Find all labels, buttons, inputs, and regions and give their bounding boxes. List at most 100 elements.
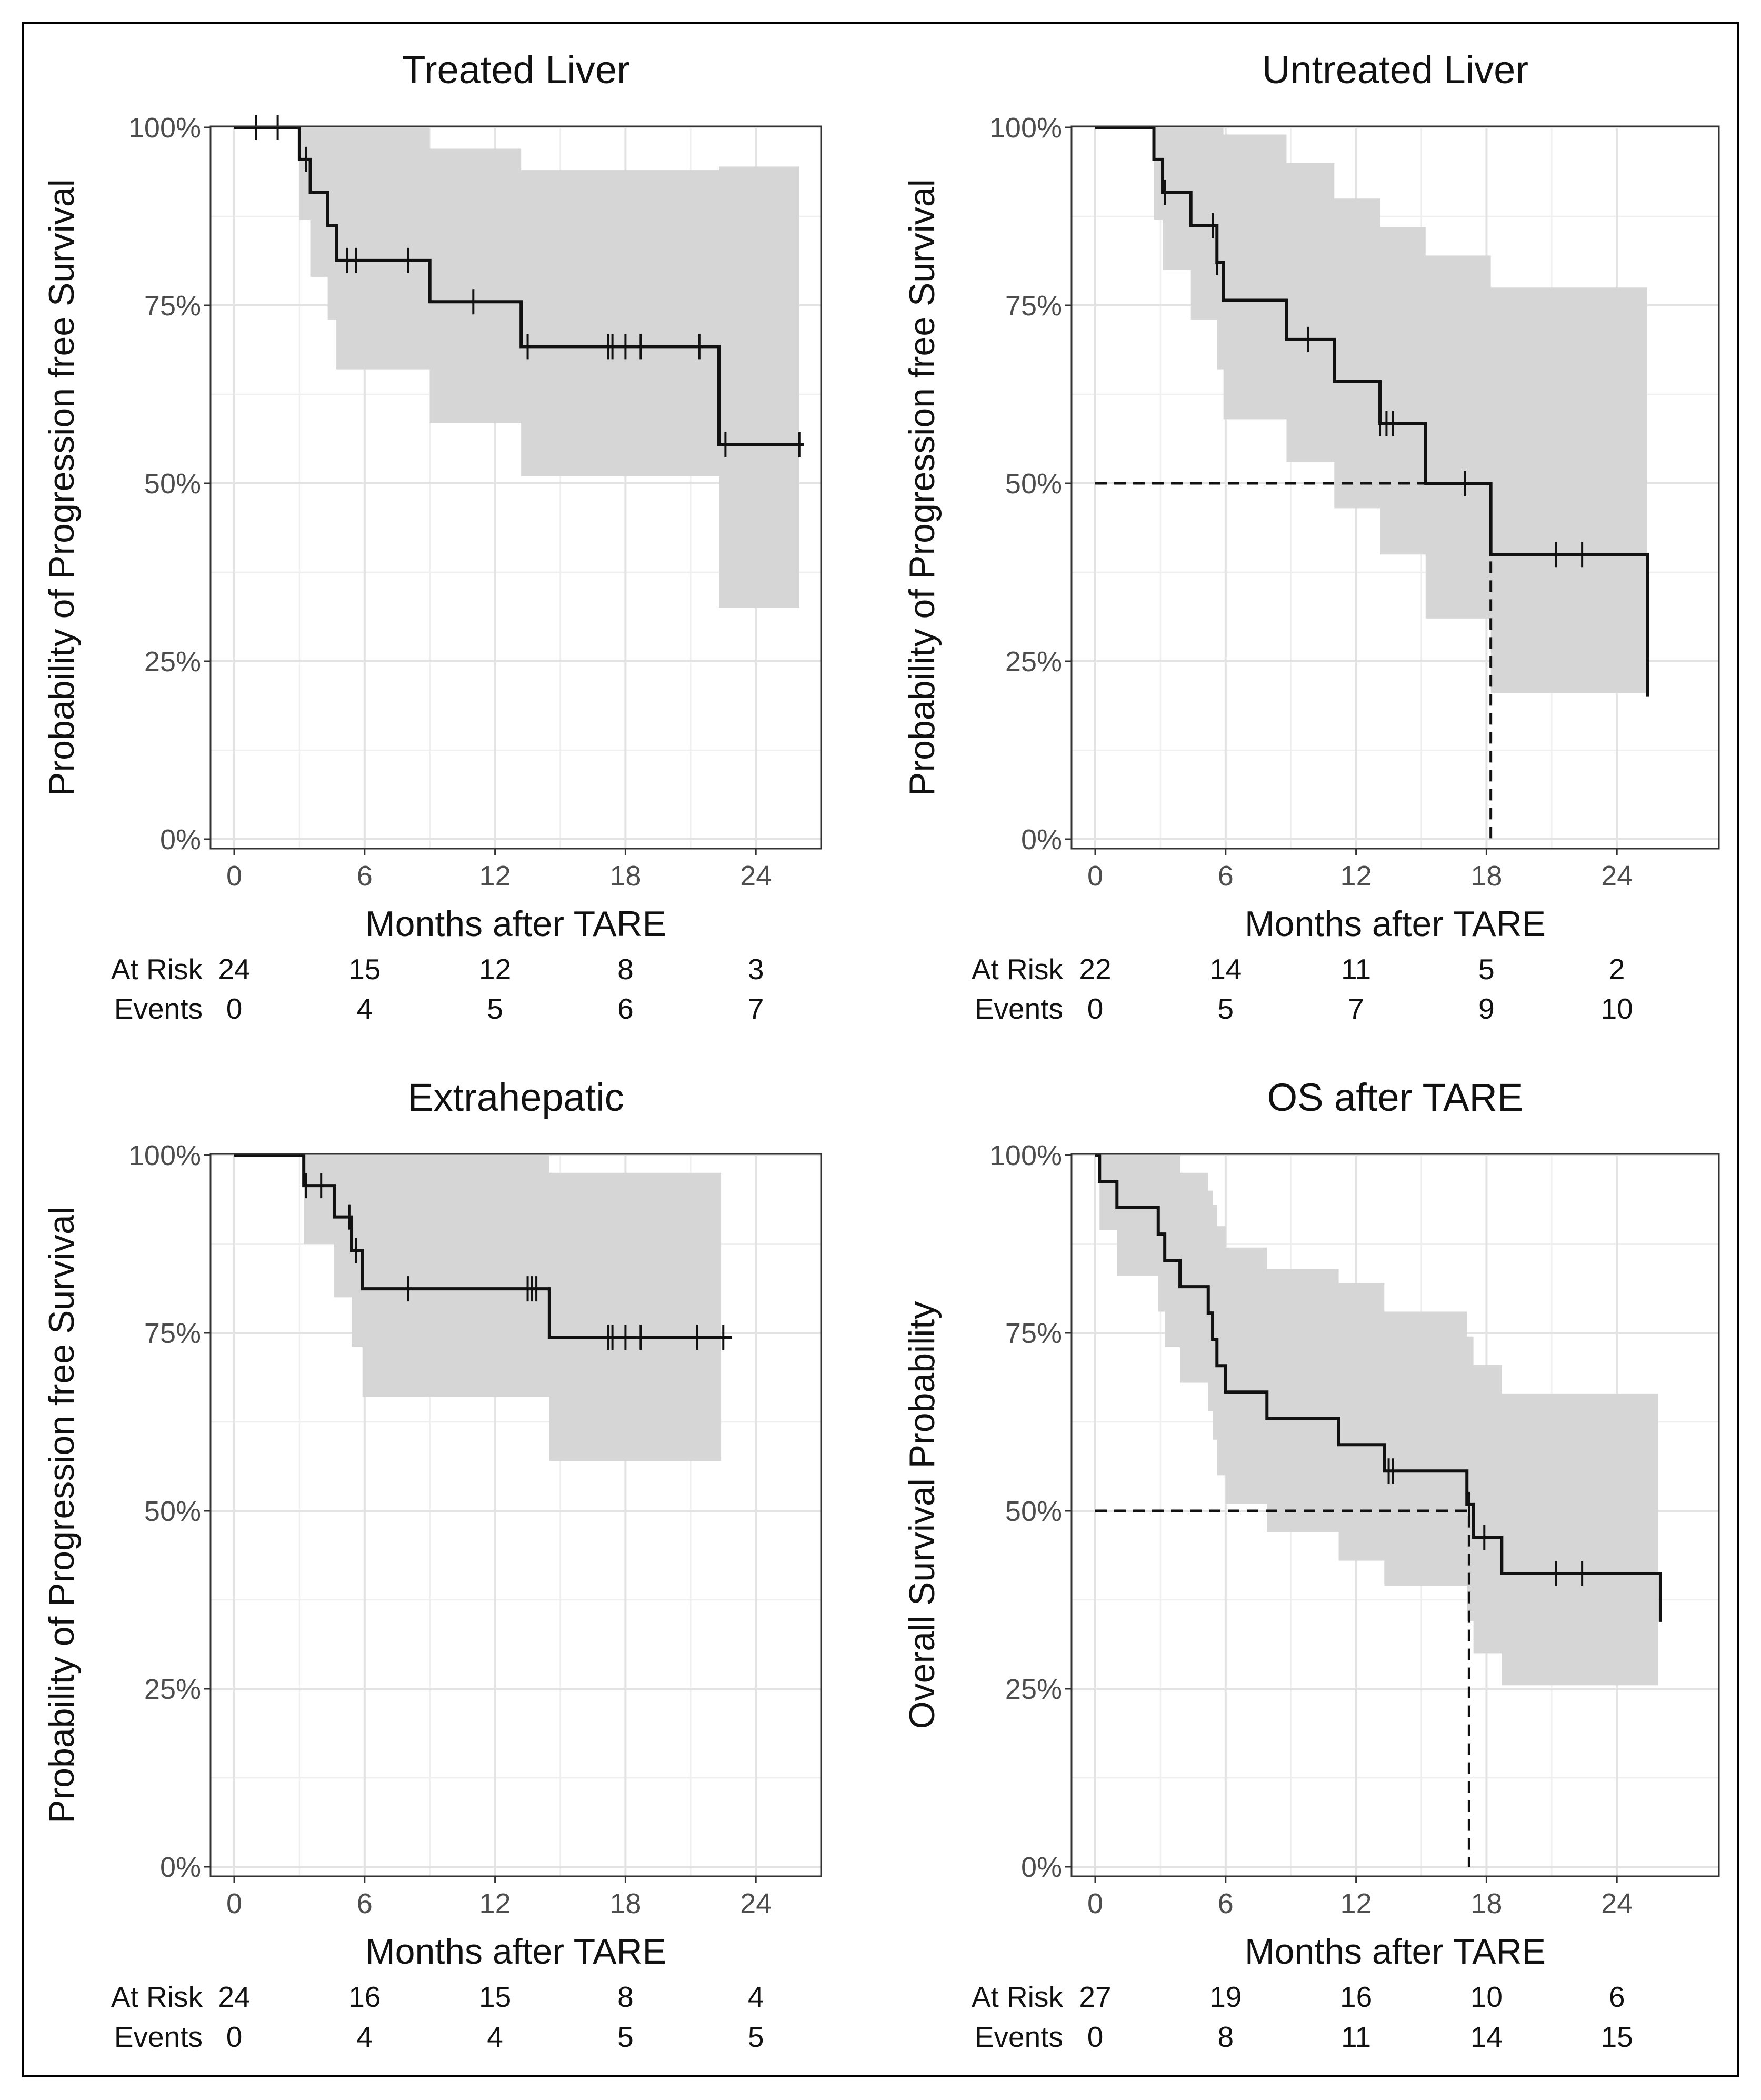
risk-table-events-value: 14 (1470, 2021, 1503, 2053)
x-tick-label: 12 (479, 1888, 511, 1919)
y-axis-title: Probability of Progression free Survival (902, 179, 942, 796)
risk-table-at-risk-value: 24 (218, 953, 250, 986)
risk-table-events-value: 5 (748, 2021, 764, 2053)
y-tick-label: 75% (144, 1318, 201, 1349)
x-tick-label: 0 (1087, 860, 1103, 892)
km-panel: 0% 25% 50% 75% 100% 0 6 12 18 24 Extrahepatic Month… (42, 1076, 822, 2053)
risk-table-events-value: 4 (357, 992, 373, 1025)
survival-curve (234, 1153, 732, 1339)
risk-table-at-risk-label: At Risk (972, 1980, 1064, 2013)
risk-table-events-label: Events (975, 992, 1063, 1025)
panel-title: Untreated Liver (1262, 48, 1528, 92)
x-tick-label: 12 (1340, 1888, 1372, 1919)
risk-table-events-label: Events (114, 992, 203, 1025)
risk-table-events-value: 5 (487, 992, 503, 1025)
risk-table-events-value: 0 (1087, 992, 1104, 1025)
y-tick-label: 50% (144, 468, 201, 500)
y-tick-label: 0% (160, 824, 201, 855)
x-tick-label: 18 (1470, 1888, 1502, 1919)
risk-table-at-risk-value: 5 (1478, 953, 1495, 986)
risk-table-at-risk-value: 6 (1609, 1980, 1625, 2013)
risk-table-events-value: 4 (487, 2021, 503, 2053)
x-tick-label: 18 (1470, 860, 1502, 892)
survival-curve (234, 126, 804, 446)
y-tick-label: 75% (1005, 290, 1062, 322)
confidence-band (304, 1155, 722, 1461)
km-panel: 0% 25% 50% 75% 100% 0 6 12 18 24 Treated Liver Mont… (42, 48, 822, 1025)
risk-table-events-value: 15 (1601, 2021, 1633, 2053)
x-axis-title: Months after TARE (365, 1932, 666, 1972)
risk-table-events-value: 4 (357, 2021, 373, 2053)
x-tick-label: 12 (479, 860, 511, 892)
figure-frame (22, 22, 1739, 2077)
x-tick-label: 24 (1601, 860, 1633, 892)
x-tick-label: 24 (740, 860, 772, 892)
risk-table-at-risk-label: At Risk (111, 953, 203, 986)
x-tick-label: 24 (740, 1888, 772, 1919)
y-tick-label: 100% (128, 1140, 201, 1171)
risk-table-at-risk-value: 16 (348, 1980, 381, 2013)
panel-border (1070, 125, 1720, 850)
risk-table-at-risk-value: 3 (748, 953, 764, 986)
km-panel: 0% 25% 50% 75% 100% 0 6 12 18 24 Untreated Liver Mo… (902, 48, 1720, 1025)
risk-table-at-risk-value: 16 (1340, 1980, 1372, 2013)
panel-border (1070, 1153, 1720, 1877)
panel-title: Treated Liver (402, 48, 629, 92)
risk-table-events-value: 11 (1341, 2021, 1371, 2053)
y-axis-title: Probability of Progression free Survival (42, 179, 82, 796)
y-tick-label: 25% (1005, 646, 1062, 678)
panel-title: Extrahepatic (407, 1076, 624, 1119)
risk-table-at-risk-value: 10 (1470, 1980, 1503, 2013)
y-tick-label: 50% (1005, 1496, 1062, 1527)
risk-table-events-label: Events (114, 2021, 203, 2053)
x-tick-label: 6 (1218, 860, 1234, 892)
y-tick-label: 50% (144, 1496, 201, 1527)
risk-table-at-risk-value: 24 (218, 1980, 250, 2013)
x-tick-label: 6 (357, 1888, 373, 1919)
median-line (1095, 482, 1493, 839)
risk-table-at-risk-value: 14 (1209, 953, 1242, 986)
risk-table-at-risk-value: 19 (1209, 1980, 1242, 2013)
x-tick-label: 0 (226, 1888, 242, 1919)
y-tick-label: 0% (160, 1852, 201, 1883)
risk-table-events-value: 7 (1348, 992, 1364, 1025)
risk-table-at-risk-value: 22 (1079, 953, 1111, 986)
risk-table-at-risk-value: 4 (748, 1980, 764, 2013)
x-axis-title: Months after TARE (1245, 1932, 1546, 1972)
risk-table-events-value: 0 (226, 992, 243, 1025)
risk-table-events-value: 5 (617, 2021, 634, 2053)
panel-border (209, 125, 822, 850)
y-tick-label: 25% (144, 646, 201, 678)
x-tick-label: 24 (1601, 1888, 1633, 1919)
confidence-band (299, 127, 799, 608)
x-tick-label: 12 (1340, 860, 1372, 892)
risk-table-events-label: Events (975, 2021, 1063, 2053)
x-tick-label: 18 (609, 1888, 641, 1919)
risk-table-events-value: 0 (226, 2021, 243, 2053)
median-line (1095, 1509, 1470, 1867)
risk-table-at-risk-value: 2 (1609, 953, 1625, 986)
y-tick-label: 100% (128, 112, 201, 144)
y-tick-label: 100% (989, 1140, 1062, 1171)
risk-table-at-risk-value: 8 (617, 953, 634, 986)
x-axis-title: Months after TARE (365, 904, 666, 944)
survival-curve (1095, 1153, 1662, 1622)
risk-table-events-value: 6 (617, 992, 634, 1025)
y-tick-label: 50% (1005, 468, 1062, 500)
risk-table-at-risk-value: 12 (479, 953, 511, 986)
risk-table-events-value: 9 (1478, 992, 1495, 1025)
risk-table-at-risk-value: 8 (617, 1980, 634, 2013)
y-tick-label: 75% (144, 290, 201, 322)
x-axis-title: Months after TARE (1245, 904, 1546, 944)
y-tick-label: 25% (1005, 1674, 1062, 1705)
y-axis-title: Probability of Progression free Survival (42, 1207, 82, 1824)
y-tick-label: 75% (1005, 1318, 1062, 1349)
x-tick-label: 6 (1218, 1888, 1234, 1919)
risk-table-at-risk-value: 27 (1079, 1980, 1111, 2013)
confidence-band (1154, 127, 1648, 693)
confidence-band (1099, 1155, 1658, 1686)
risk-table-events-value: 10 (1601, 992, 1633, 1025)
risk-table-events-value: 5 (1218, 992, 1234, 1025)
risk-table-at-risk-value: 15 (479, 1980, 511, 2013)
